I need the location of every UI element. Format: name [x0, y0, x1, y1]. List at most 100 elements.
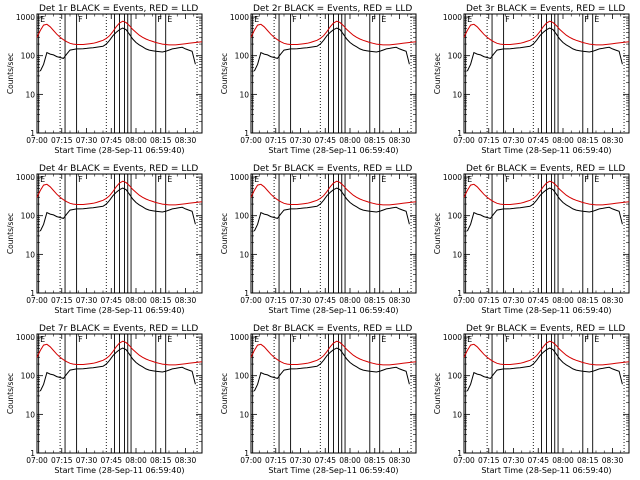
y-tick-label: 1	[457, 129, 462, 138]
series-line-black	[466, 347, 623, 392]
marker-letter: F	[157, 15, 162, 24]
y-tick-label: 10	[239, 410, 249, 419]
x-tick-label: 07:00	[26, 456, 48, 465]
x-tick-label: 08:00	[125, 296, 147, 305]
y-tick-label: 100	[448, 372, 463, 381]
marker-letter: E	[467, 15, 472, 24]
x-tick-label: 08:15	[364, 296, 386, 305]
x-tick-label: 07:00	[240, 296, 262, 305]
marker-letter: E	[594, 335, 599, 344]
marker-letter: E	[167, 175, 172, 184]
series-line-red	[463, 340, 630, 366]
x-tick-label: 08:00	[125, 136, 147, 145]
y-tick-label: 10	[239, 90, 249, 99]
marker-letter: E	[40, 335, 45, 344]
y-tick-label: 1000	[16, 13, 35, 22]
x-tick-label: 08:30	[389, 296, 411, 305]
x-axis-label: Start Time (28-Sep-11 06:59:40)	[268, 146, 398, 155]
y-tick-label: 1	[457, 449, 462, 458]
marker-letter: F	[505, 335, 510, 344]
panel-5: Det 5r BLACK = Events, RED = LLD 1 10 100 10…	[220, 164, 417, 315]
series-line-black	[253, 347, 410, 392]
x-axis-label: Start Time (28-Sep-11 06:59:40)	[54, 306, 184, 315]
x-tick-label: 07:15	[51, 136, 73, 145]
marker-letter: F	[505, 15, 510, 24]
panel-title: Det 7r BLACK = Events, RED = LLD	[39, 324, 198, 334]
panel-4: Det 4r BLACK = Events, RED = LLD 1 10 100 10…	[6, 164, 203, 315]
x-tick-label: 08:00	[125, 456, 147, 465]
marker-letter: F	[505, 175, 510, 184]
panel-title: Det 8r BLACK = Events, RED = LLD	[253, 324, 412, 334]
x-tick-label: 08:30	[175, 296, 197, 305]
x-tick-label: 07:00	[240, 136, 262, 145]
series-line-black	[253, 187, 410, 232]
y-tick-label: 1	[30, 449, 35, 458]
x-tick-label: 08:30	[175, 136, 197, 145]
x-tick-label: 07:30	[290, 456, 312, 465]
marker-letter: F	[157, 335, 162, 344]
x-tick-label: 08:15	[150, 136, 172, 145]
y-axis-label: Counts/sec	[220, 53, 229, 94]
x-tick-label: 07:00	[453, 456, 475, 465]
marker-letter: F	[371, 175, 376, 184]
y-tick-label: 1	[30, 289, 35, 298]
x-tick-label: 07:15	[51, 456, 73, 465]
marker-letter: F	[584, 335, 589, 344]
x-tick-label: 07:45	[100, 296, 122, 305]
y-tick-label: 1000	[443, 333, 462, 342]
x-tick-label: 07:45	[314, 296, 336, 305]
x-tick-label: 07:45	[314, 136, 336, 145]
x-tick-label: 08:30	[389, 136, 411, 145]
marker-letter: F	[78, 175, 83, 184]
marker-letter: F	[584, 15, 589, 24]
y-tick-label: 1	[244, 129, 249, 138]
x-tick-label: 07:30	[76, 296, 98, 305]
marker-letter: F	[157, 175, 162, 184]
panel-8: Det 8r BLACK = Events, RED = LLD 1 10 100 10…	[220, 324, 417, 475]
y-tick-label: 1000	[16, 173, 35, 182]
x-tick-label: 08:30	[602, 136, 624, 145]
y-tick-label: 1	[457, 289, 462, 298]
marker-letter: E	[254, 175, 259, 184]
y-axis-label: Counts/sec	[433, 373, 442, 414]
x-tick-label: 08:30	[602, 296, 624, 305]
panel-title: Det 2r BLACK = Events, RED = LLD	[253, 4, 412, 14]
panel-title: Det 5r BLACK = Events, RED = LLD	[253, 164, 412, 174]
x-tick-label: 08:00	[339, 296, 361, 305]
marker-letter: F	[78, 15, 83, 24]
x-tick-label: 07:30	[503, 136, 525, 145]
x-axis-label: Start Time (28-Sep-11 06:59:40)	[54, 466, 184, 475]
x-tick-label: 08:15	[150, 456, 172, 465]
y-tick-label: 10	[452, 90, 462, 99]
x-tick-label: 07:00	[453, 136, 475, 145]
marker-letter: E	[467, 335, 472, 344]
panel-3: Det 3r BLACK = Events, RED = LLD 1 10 100 10…	[433, 4, 630, 155]
x-tick-label: 07:30	[76, 456, 98, 465]
marker-letter: F	[371, 15, 376, 24]
x-tick-label: 07:15	[265, 456, 287, 465]
marker-letter: E	[254, 335, 259, 344]
x-tick-label: 07:15	[265, 296, 287, 305]
y-tick-label: 10	[25, 250, 35, 259]
x-tick-label: 08:15	[577, 136, 599, 145]
y-tick-label: 100	[21, 212, 36, 221]
x-tick-label: 07:30	[76, 136, 98, 145]
series-line-red	[36, 340, 203, 366]
x-tick-label: 08:15	[364, 456, 386, 465]
marker-letter: E	[167, 335, 172, 344]
series-line-red	[250, 340, 417, 366]
x-tick-label: 08:15	[577, 296, 599, 305]
x-tick-label: 07:00	[26, 296, 48, 305]
x-tick-label: 07:45	[527, 296, 549, 305]
x-tick-label: 07:00	[453, 296, 475, 305]
series-line-red	[36, 180, 203, 206]
marker-letter: F	[78, 335, 83, 344]
y-axis-label: Counts/sec	[433, 53, 442, 94]
series-line-red	[463, 180, 630, 206]
x-tick-label: 07:30	[503, 296, 525, 305]
x-axis-label: Start Time (28-Sep-11 06:59:40)	[481, 306, 611, 315]
x-axis-label: Start Time (28-Sep-11 06:59:40)	[54, 146, 184, 155]
series-line-black	[39, 347, 196, 392]
marker-letter: F	[371, 335, 376, 344]
